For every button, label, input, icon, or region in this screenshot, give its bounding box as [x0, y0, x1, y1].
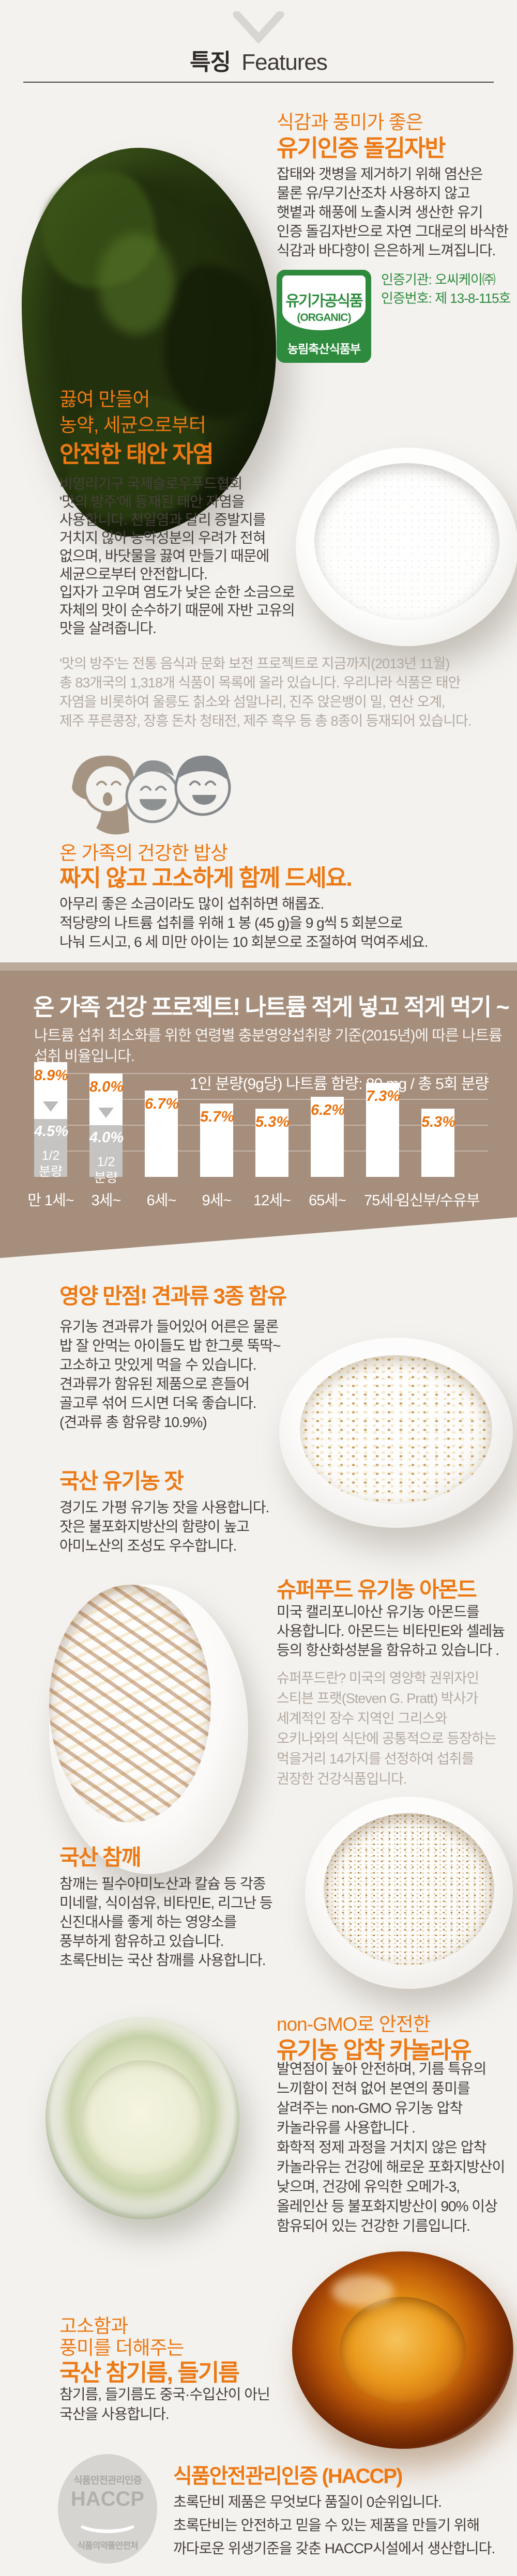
oils-heading-line1: 고소함과 [59, 2316, 128, 2337]
nuts-body: 유기농 견과류가 들어있어 어른은 물론 밥 잘 안먹는 아이들도 밥 한그릇 … [59, 1318, 281, 1430]
sesame-heading: 국산 참깨 [59, 1845, 141, 1869]
chart-bar [311, 1097, 344, 1177]
canola-body: 발연점이 높아 안전하며, 기름 특유의 느끼함이 전혀 없어 본연의 풍미를 … [277, 2061, 505, 2234]
oils-heading-line3: 국산 참기름, 들기름 [59, 2359, 240, 2386]
almond-footnote: 슈퍼푸드란? 미국의 영양학 권위자인 스티븐 프랫(Steven G. Pra… [277, 1670, 497, 1787]
chart-category-label: 75세~ [364, 1192, 402, 1209]
sesame-seeds-photo [305, 1797, 513, 1989]
pine-nuts-photo [279, 1338, 513, 1528]
chart-bar-value-label: 8.0% [89, 1079, 124, 1095]
title-divider [23, 82, 494, 83]
sodium-chart-note: 1인 분량(9g당) 나트륨 함량: 80 mg / 총 5회 분량 [189, 1076, 489, 1093]
chart-bar-value-label: 7.3% [366, 1087, 401, 1105]
page-title-ko: 특징 [190, 50, 231, 75]
chart-arrow-down-icon [98, 1108, 114, 1118]
chart-bar [255, 1108, 288, 1177]
chart-bar-value-label: 6.2% [311, 1102, 345, 1118]
pine-body: 경기도 가평 유기농 잣을 사용합니다. 잣은 불포화지방산의 함량이 높고 아… [59, 1499, 269, 1554]
organic-badge-sub: (ORGANIC) [297, 312, 351, 324]
oils-body: 참기름, 들기름도 중국·수입산이 아닌 국산을 사용합니다. [59, 2386, 270, 2422]
haccp-badge-bottom: 식품의약품안전처 [77, 2541, 138, 2551]
chart-reduced-value-label: 4.0% [89, 1129, 124, 1146]
chart-gridline [34, 1099, 488, 1100]
chart-bar-value-label: 5.7% [200, 1108, 235, 1125]
haccp-body: 초록단비 제품은 무엇보다 품질이 0순위입니다. 초록단비는 안전하고 믿을 … [173, 2494, 495, 2556]
chart-category-label: 3세~ [91, 1192, 121, 1209]
chart-reduced-value-label: 4.5% [34, 1123, 69, 1140]
sodium-chart-title: 온 가족 건강 프로젝트! 나트륨 적게 넣고 적게 먹기 ~ [33, 994, 510, 1020]
haccp-certification-badge: 식품안전관리인증 HACCP 식품의약품안전처 [58, 2454, 157, 2564]
organic-certification-badge: 유기가공식품 (ORGANIC) 농림축산식품부 [277, 270, 371, 363]
haccp-badge-main: HACCP [70, 2488, 145, 2510]
chart-category-label: 임신부/수유부 [396, 1192, 480, 1209]
haccp-badge-top: 식품안전관리인증 [73, 2475, 142, 2486]
canola-heading-line1: non-GMO로 안전한 [277, 2014, 431, 2035]
almond-body: 미국 캘리포니아산 유기농 아몬드를 사용합니다. 아몬드는 비타민E와 셀레늄… [277, 1604, 505, 1658]
chart-bar [421, 1108, 454, 1177]
chart-category-label: 65세~ [309, 1192, 346, 1209]
chart-category-label: 만 1세~ [27, 1192, 74, 1209]
sesame-oil-photo [292, 2251, 513, 2449]
chart-gridline [34, 1073, 488, 1074]
gim-heading-line2: 유기인증 돌김자반 [277, 135, 446, 161]
almond-heading: 슈퍼푸드 유기농 아몬드 [277, 1577, 477, 1602]
band-top-strip [0, 962, 517, 971]
chart-bar-reduced-portion: 4.5% 1/2 분량 [34, 1118, 69, 1179]
chart-bar-reduced-portion: 4.0% 1/2 분량 [89, 1125, 124, 1185]
organic-badge-name: 유기가공식품 [285, 293, 363, 310]
organic-badge-org: 농림축산식품부 [287, 342, 361, 356]
chart-bar-value-label: 5.3% [255, 1113, 290, 1130]
chart-bar [145, 1090, 178, 1177]
gim-body: 잡태와 갯병을 제거하기 위해 염산은 물론 유/무기산조차 사용하지 않고 햇… [277, 166, 509, 258]
salt-heading-line1: 끓여 만들어 [59, 389, 150, 410]
chart-bar [366, 1082, 399, 1177]
pine-heading: 국산 유기농 잣 [59, 1469, 184, 1493]
family-heading-line1: 온 가족의 건강한 밥상 [59, 842, 228, 864]
oils-heading-line2: 풍미를 더해주는 [59, 2337, 185, 2358]
sesame-body: 참깨는 필수아미노산과 칼슘 등 각종 미네랄, 식이섬유, 비타민E, 리그난… [59, 1876, 273, 1968]
salt-heading-line2: 농약, 세균으로부터 [59, 415, 206, 436]
seaweed-photo [22, 148, 276, 536]
sodium-band: 온 가족 건강 프로젝트! 나트륨 적게 넣고 적게 먹기 ~ 나트륨 섭취 최… [0, 971, 517, 1258]
page-title: 특징 Features [0, 43, 517, 76]
salt-body: 비영리기구 국제슬로우푸드협회 '맛의 방주'에 등재된 태안 자염을 사용합니… [59, 476, 295, 636]
page-title-en: Features [241, 50, 328, 75]
canola-heading-line2: 유기농 압착 카놀라유 [277, 2037, 472, 2063]
chart-bar [200, 1103, 233, 1177]
nuts-heading: 영양 만점! 견과류 3종 함유 [59, 1284, 287, 1308]
haccp-badge-arc [75, 2509, 140, 2533]
almond-photo [49, 1585, 248, 1874]
chart-bar-value-label: 8.9% [34, 1067, 69, 1084]
chart-bar-value-label: 6.7% [145, 1095, 179, 1112]
haccp-heading: 식품안전관리인증 (HACCP) [173, 2465, 403, 2488]
family-faces-illustration [72, 755, 231, 835]
chart-bar-value-label: 5.3% [421, 1113, 456, 1130]
chart-category-label: 9세~ [202, 1192, 232, 1209]
gim-cert-info: 인증기관: 오씨케이㈜ 인증번호: 제 13-8-115호 [381, 272, 511, 306]
chart-reduced-caption: 1/2 분량 [38, 1148, 63, 1179]
organic-badge-inner: 유기가공식품 (ORGANIC) [282, 275, 366, 330]
sodium-chart-subtitle: 나트륨 섭취 최소화를 위한 연령별 충분영양섭취량 기준(2015년)에 따른… [34, 1028, 503, 1065]
chart-category-label: 6세~ [146, 1192, 177, 1209]
canola-oil-photo [45, 2017, 239, 2219]
chart-reduced-caption: 1/2 분량 [94, 1155, 118, 1185]
gim-heading-line1: 식감과 풍미가 좋은 [277, 112, 423, 133]
salt-footnote: '맛의 방주'는 전통 음식과 문화 보전 프로젝트로 지금까지(2013년 1… [59, 656, 472, 729]
sea-salt-photo [296, 448, 517, 646]
chart-category-label: 12세~ [253, 1192, 291, 1209]
chart-arrow-down-icon [43, 1101, 58, 1112]
family-body: 아무리 좋은 소금이라도 많이 섭취하면 해롭죠. 적당량의 나트륨 섭취를 위… [59, 896, 429, 950]
family-heading-line2: 짜지 않고 고소하게 함께 드세요. [59, 865, 353, 891]
salt-heading-line3: 안전한 태안 자염 [59, 441, 214, 467]
chevron-down-icon [233, 11, 284, 43]
